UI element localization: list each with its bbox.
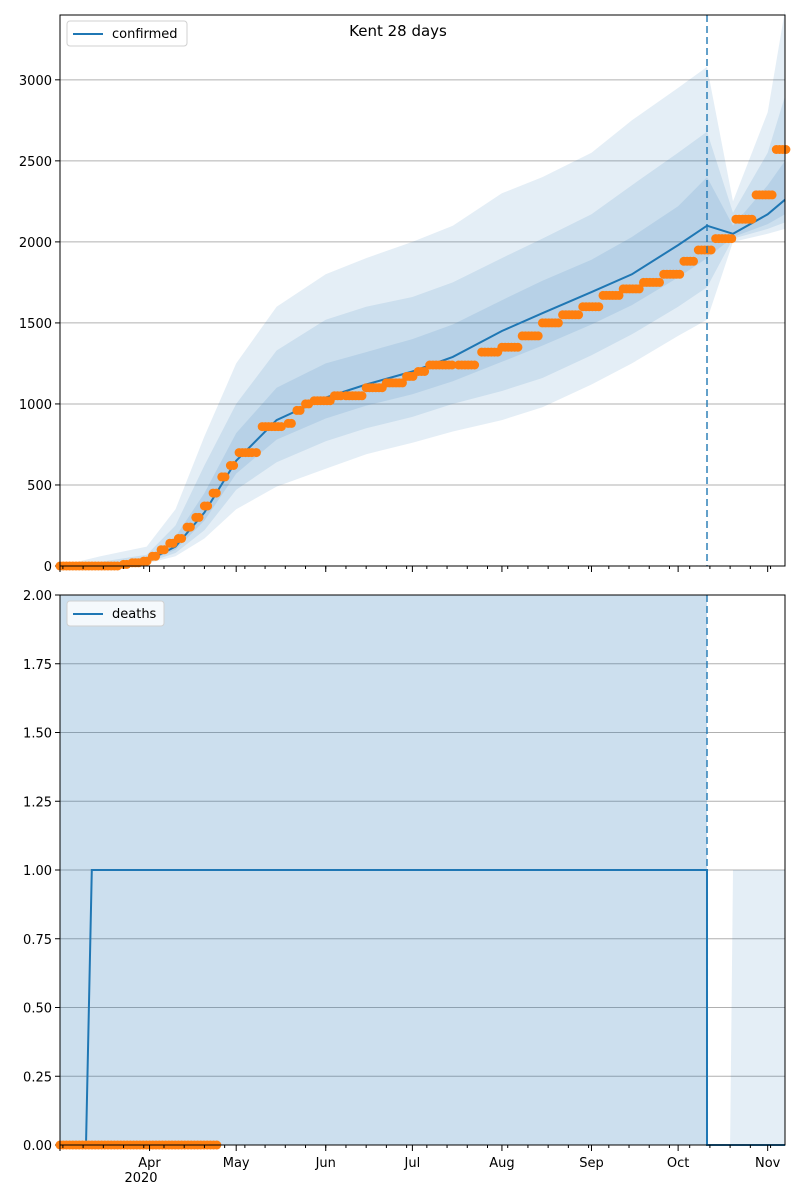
legend-box bbox=[66, 20, 188, 47]
confirmed-legend: confirmed bbox=[66, 20, 188, 47]
observed-point bbox=[251, 448, 261, 458]
uncertainty-band bbox=[60, 160, 785, 566]
x-tick-label: Nov bbox=[755, 1156, 781, 1171]
observed-point bbox=[689, 256, 698, 266]
observed-point bbox=[706, 245, 716, 255]
observed-point bbox=[203, 501, 213, 511]
y-tick-label: 0.75 bbox=[23, 933, 52, 948]
observed-point bbox=[533, 331, 543, 341]
observed-point bbox=[177, 534, 187, 543]
y-tick-label: 1.50 bbox=[23, 727, 52, 742]
uncertainty-band bbox=[60, 10, 785, 567]
y-tick-label: 500 bbox=[27, 479, 52, 494]
observed-point bbox=[357, 391, 367, 401]
y-tick-label: 2500 bbox=[19, 155, 52, 170]
observed-point bbox=[675, 269, 685, 279]
x-year-label: 2020 bbox=[124, 1171, 157, 1186]
y-tick-label: 1.00 bbox=[23, 864, 52, 879]
y-tick-label: 1500 bbox=[19, 317, 52, 332]
y-tick-label: 0.50 bbox=[23, 1002, 52, 1017]
confirmed-chart: 0 500 1000 1500 2000 2500 3000 Kent 28 days co… bbox=[19, 10, 791, 575]
x-tick-label: Jun bbox=[315, 1156, 336, 1171]
x-tick-label: Sep bbox=[579, 1156, 604, 1171]
deaths-legend: deaths bbox=[66, 600, 165, 627]
legend-box bbox=[66, 600, 165, 627]
y-tick-label: 2.00 bbox=[23, 589, 52, 604]
observed-point bbox=[447, 360, 457, 370]
observed-point bbox=[276, 422, 286, 432]
plot-frame bbox=[59, 594, 786, 1146]
x-tick-label: Aug bbox=[489, 1156, 514, 1171]
observed-point bbox=[220, 472, 230, 482]
observed-point bbox=[655, 277, 664, 287]
y-tick-label: 3000 bbox=[19, 74, 52, 89]
chart-title: Kent 28 days bbox=[349, 22, 447, 40]
observed-point bbox=[553, 318, 563, 328]
y-tick-label: 0.25 bbox=[23, 1070, 52, 1085]
observed-point bbox=[286, 418, 296, 428]
observed-point bbox=[194, 512, 204, 522]
y-tick-label: 1000 bbox=[19, 398, 52, 413]
legend-label-confirmed: confirmed bbox=[112, 27, 178, 42]
observed-point bbox=[151, 551, 161, 561]
observed-point bbox=[185, 522, 195, 532]
observed-point bbox=[594, 302, 604, 312]
observed-point bbox=[159, 545, 169, 555]
observed-point bbox=[781, 145, 791, 154]
x-tick-label: Jul bbox=[404, 1156, 421, 1171]
observed-point bbox=[211, 488, 221, 498]
observed-point bbox=[397, 378, 407, 388]
y-tick-label: 1.75 bbox=[23, 658, 52, 673]
observed-point bbox=[420, 367, 430, 376]
y-tick-label: 2000 bbox=[19, 236, 52, 251]
x-tick-label: May bbox=[223, 1156, 250, 1171]
observed-point bbox=[634, 284, 644, 294]
deaths-plot-area: 0.00 0.25 0.50 0.75 1.00 1.25 1.50 1.75 2.00 Apr M… bbox=[23, 589, 786, 1171]
y-tick-label: 0.00 bbox=[23, 1139, 52, 1154]
deaths-chart: 0.00 0.25 0.50 0.75 1.00 1.25 1.50 1.75 2.00 Apr M… bbox=[23, 589, 786, 1186]
observed-point bbox=[614, 290, 624, 300]
confirmed-plot-area: 0 500 1000 1500 2000 2500 3000 bbox=[19, 10, 791, 575]
y-tick-label: 0 bbox=[44, 560, 52, 575]
plot-frame bbox=[59, 14, 786, 567]
observed-point bbox=[229, 461, 239, 470]
observed-point bbox=[747, 214, 757, 224]
x-tick-label: Apr bbox=[138, 1156, 161, 1171]
observed-point bbox=[727, 234, 737, 244]
y-tick-label: 1.25 bbox=[23, 795, 52, 810]
observed-point bbox=[295, 405, 305, 415]
observed-point bbox=[767, 190, 777, 200]
observed-point bbox=[574, 310, 584, 320]
x-tick-label: Oct bbox=[667, 1156, 689, 1171]
legend-label-deaths: deaths bbox=[112, 607, 157, 622]
observed-point bbox=[470, 360, 480, 370]
uncertainty-band bbox=[730, 870, 785, 1145]
observed-point bbox=[513, 342, 523, 352]
